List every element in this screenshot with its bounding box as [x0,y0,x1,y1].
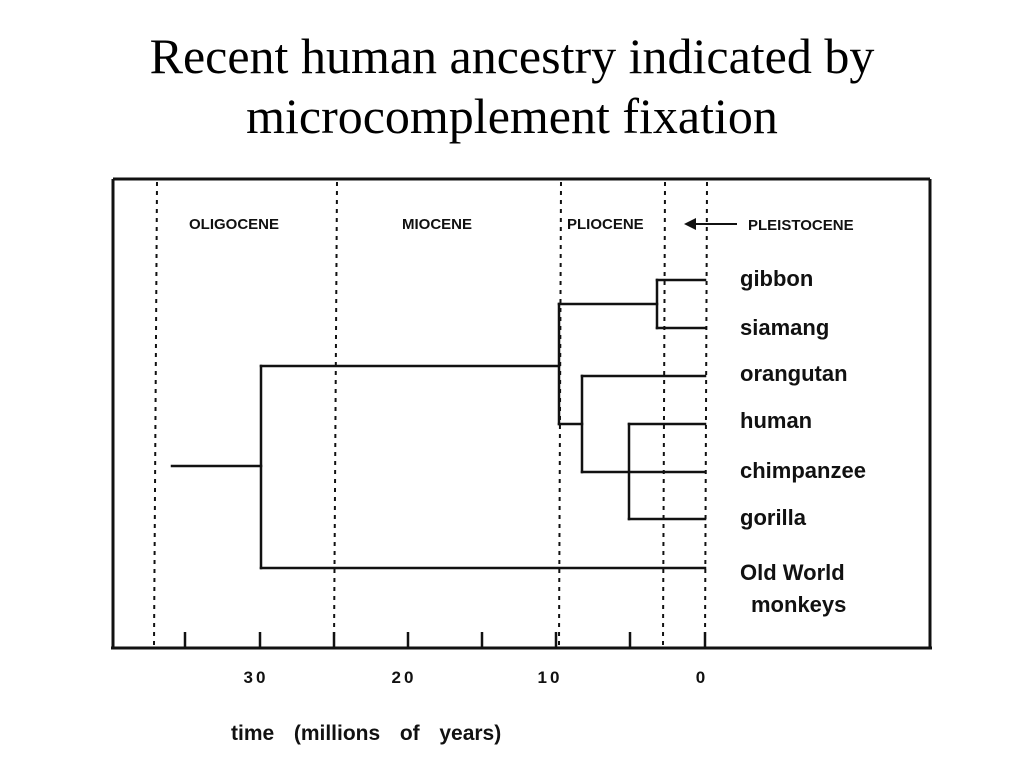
label-gibbon: gibbon [740,266,813,291]
title-line-1: Recent human ancestry indicated by [149,28,875,84]
label-siamang: siamang [740,315,829,340]
tick-label-20: 20 [392,668,417,687]
epoch-boundaries [153,181,708,646]
epoch-oligocene: OLIGOCENE [189,216,279,233]
label-gorilla: gorilla [740,505,807,530]
epoch-pliocene: PLIOCENE [567,216,644,233]
label-human: human [740,408,812,433]
epoch-miocene: MIOCENE [402,216,472,233]
tick-label-0: 0 [696,668,708,687]
left-arrow-icon [684,218,737,230]
title-line-2: microcomplement fixation [246,88,778,144]
slide-title: Recent human ancestry indicated by micro… [0,26,1024,146]
axis-ticks [183,632,707,648]
tick-label-10: 10 [538,668,563,687]
label-chimpanzee: chimpanzee [740,458,866,483]
axis-title: time (millions of years) [231,722,501,745]
boundary-pliocene-pleistocene [662,181,666,646]
boundary-present [704,181,708,646]
phylogenetic-tree [170,278,707,570]
label-old-world: Old World [740,560,845,585]
label-monkeys: monkeys [751,592,846,617]
boundary-eocene-oligocene [153,181,158,646]
epoch-pleistocene: PLEISTOCENE [748,217,854,234]
diagram-frame [111,177,932,650]
boundary-oligocene-miocene [333,181,338,646]
label-orangutan: orangutan [740,361,848,386]
tick-label-30: 30 [244,668,269,687]
